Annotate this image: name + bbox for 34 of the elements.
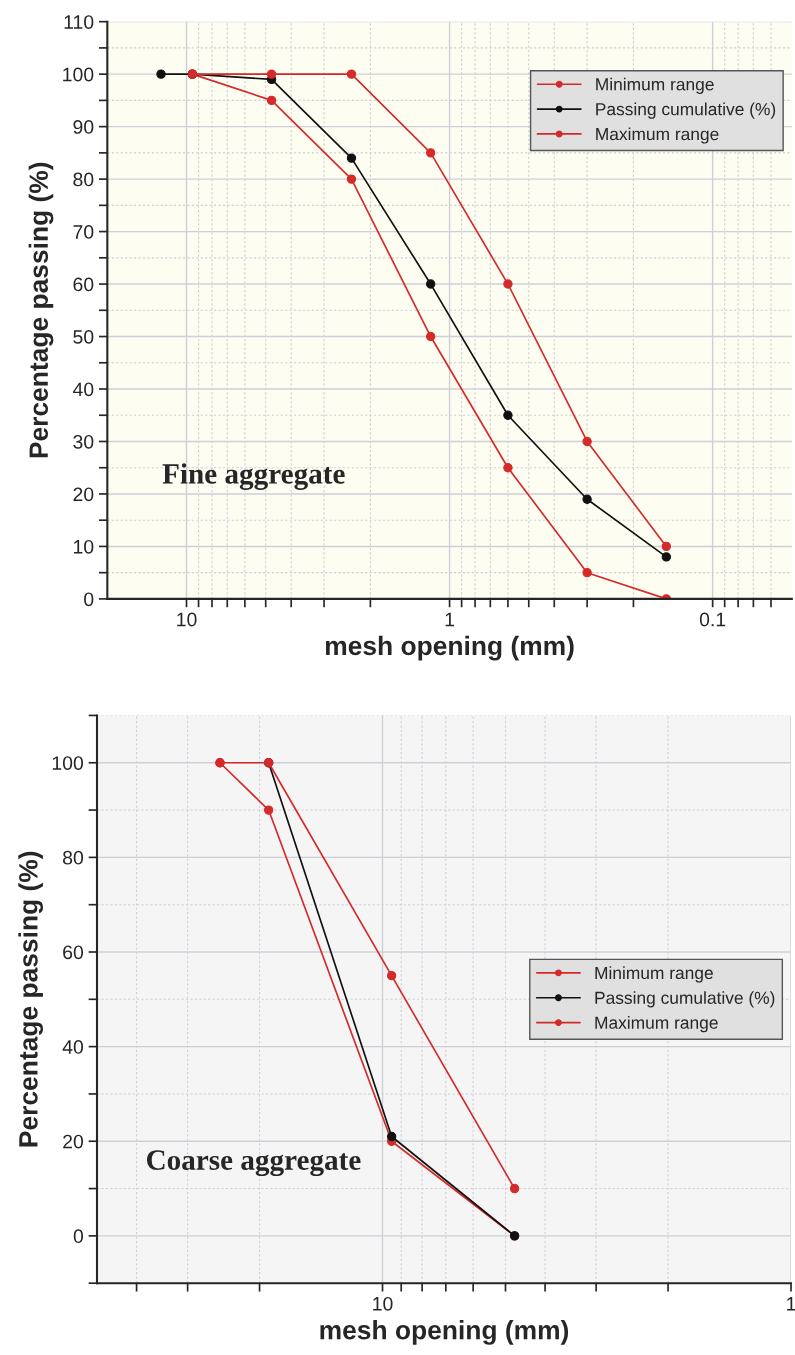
legend-label: Passing cumulative (%) — [595, 991, 775, 1008]
y-tick-label: 70 — [73, 225, 94, 239]
y-axis-title: Percentage passing (%) — [18, 851, 44, 1147]
y-tick-label: 60 — [73, 277, 94, 292]
y-tick-label: 50 — [73, 330, 94, 344]
y-tick-label: 10 — [73, 539, 94, 554]
legend-label: Maximum range — [595, 1016, 718, 1033]
y-tick-label: 60 — [63, 945, 84, 960]
y-tick-label: 90 — [73, 120, 94, 134]
x-tick-label: 0.1 — [699, 612, 726, 627]
x-axis-title: mesh opening (mm) — [325, 635, 574, 661]
annotation: Fine aggregate — [162, 463, 345, 490]
y-tick-label: 40 — [62, 1040, 84, 1054]
y-tick-label: 100 — [52, 756, 84, 770]
annotation: Coarse aggregate — [147, 1150, 361, 1177]
x-tick-label: 1 — [445, 612, 455, 627]
x-tick-label: 1 — [787, 1297, 795, 1311]
x-axis-title: mesh opening (mm) — [320, 1320, 569, 1345]
y-tick-label: 80 — [73, 172, 94, 187]
y-axis-title: Percentage passing (%) — [28, 162, 54, 458]
legend-label: Minimum range — [596, 77, 714, 94]
y-tick-label: 80 — [63, 850, 84, 865]
legend-label: Passing cumulative (%) — [596, 102, 776, 119]
y-tick-label: 0 — [73, 1229, 84, 1244]
y-tick-label: 100 — [63, 67, 94, 82]
y-tick-label: 110 — [64, 15, 94, 29]
x-tick-label: 10 — [177, 612, 197, 627]
legend-label: Minimum range — [595, 966, 713, 983]
y-tick-label: 20 — [63, 1134, 84, 1149]
y-tick-label: 30 — [73, 434, 94, 449]
legend-label: Maximum range — [596, 127, 719, 144]
y-tick-label: 20 — [73, 487, 94, 502]
y-tick-label: 40 — [72, 382, 94, 397]
y-tick-label: 0 — [84, 592, 94, 607]
